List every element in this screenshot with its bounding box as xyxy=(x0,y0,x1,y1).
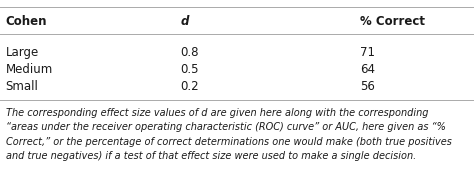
Text: and true negatives) if a test of that effect size were used to make a single dec: and true negatives) if a test of that ef… xyxy=(6,151,416,161)
Text: Cohen: Cohen xyxy=(6,15,47,28)
Text: Correct,” or the percentage of correct determinations one would make (both true : Correct,” or the percentage of correct d… xyxy=(6,137,452,147)
Text: 0.2: 0.2 xyxy=(180,80,199,93)
Text: 0.5: 0.5 xyxy=(180,63,199,76)
Text: % Correct: % Correct xyxy=(360,15,425,28)
Text: Medium: Medium xyxy=(6,63,53,76)
Text: The corresponding effect size values of d are given here along with the correspo: The corresponding effect size values of … xyxy=(6,108,428,117)
Text: 71: 71 xyxy=(360,46,375,59)
Text: 56: 56 xyxy=(360,80,375,93)
Text: 0.8: 0.8 xyxy=(180,46,199,59)
Text: 64: 64 xyxy=(360,63,375,76)
Text: Large: Large xyxy=(6,46,39,59)
Text: d: d xyxy=(180,15,189,28)
Text: Small: Small xyxy=(6,80,38,93)
Text: “areas under the receiver operating characteristic (ROC) curve” or AUC, here giv: “areas under the receiver operating char… xyxy=(6,122,446,132)
